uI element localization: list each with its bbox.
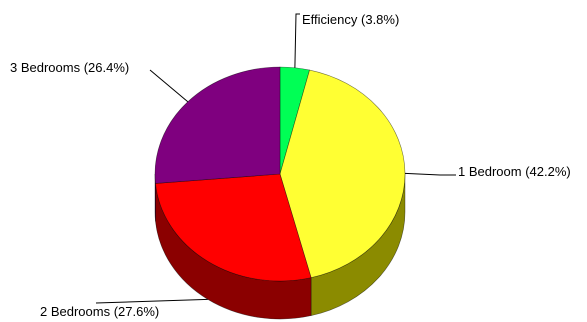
pie-slice-3-bedrooms [154, 66, 281, 184]
slice-label-3-bedrooms: 3 Bedrooms (26.4%) [10, 60, 129, 75]
slice-labels: Efficiency (3.8%) 1 Bedroom (42.2%) 2 Be… [10, 12, 571, 319]
slice-label-2-bedrooms: 2 Bedrooms (27.6%) [40, 304, 159, 319]
leader-line-efficiency [294, 13, 300, 68]
leader-line-2-bedrooms [95, 298, 208, 304]
slice-label-1-bedroom: 1 Bedroom (42.2%) [458, 164, 571, 179]
slice-label-efficiency: Efficiency (3.8%) [302, 12, 399, 27]
leader-line-3-bedrooms [149, 69, 189, 103]
pie-slices [154, 66, 406, 282]
pie-slice-1-bedroom [279, 69, 406, 278]
pie-slice-2-bedrooms [155, 173, 312, 282]
leader-line-1-bedroom [404, 172, 456, 176]
leader-lines [95, 13, 456, 304]
